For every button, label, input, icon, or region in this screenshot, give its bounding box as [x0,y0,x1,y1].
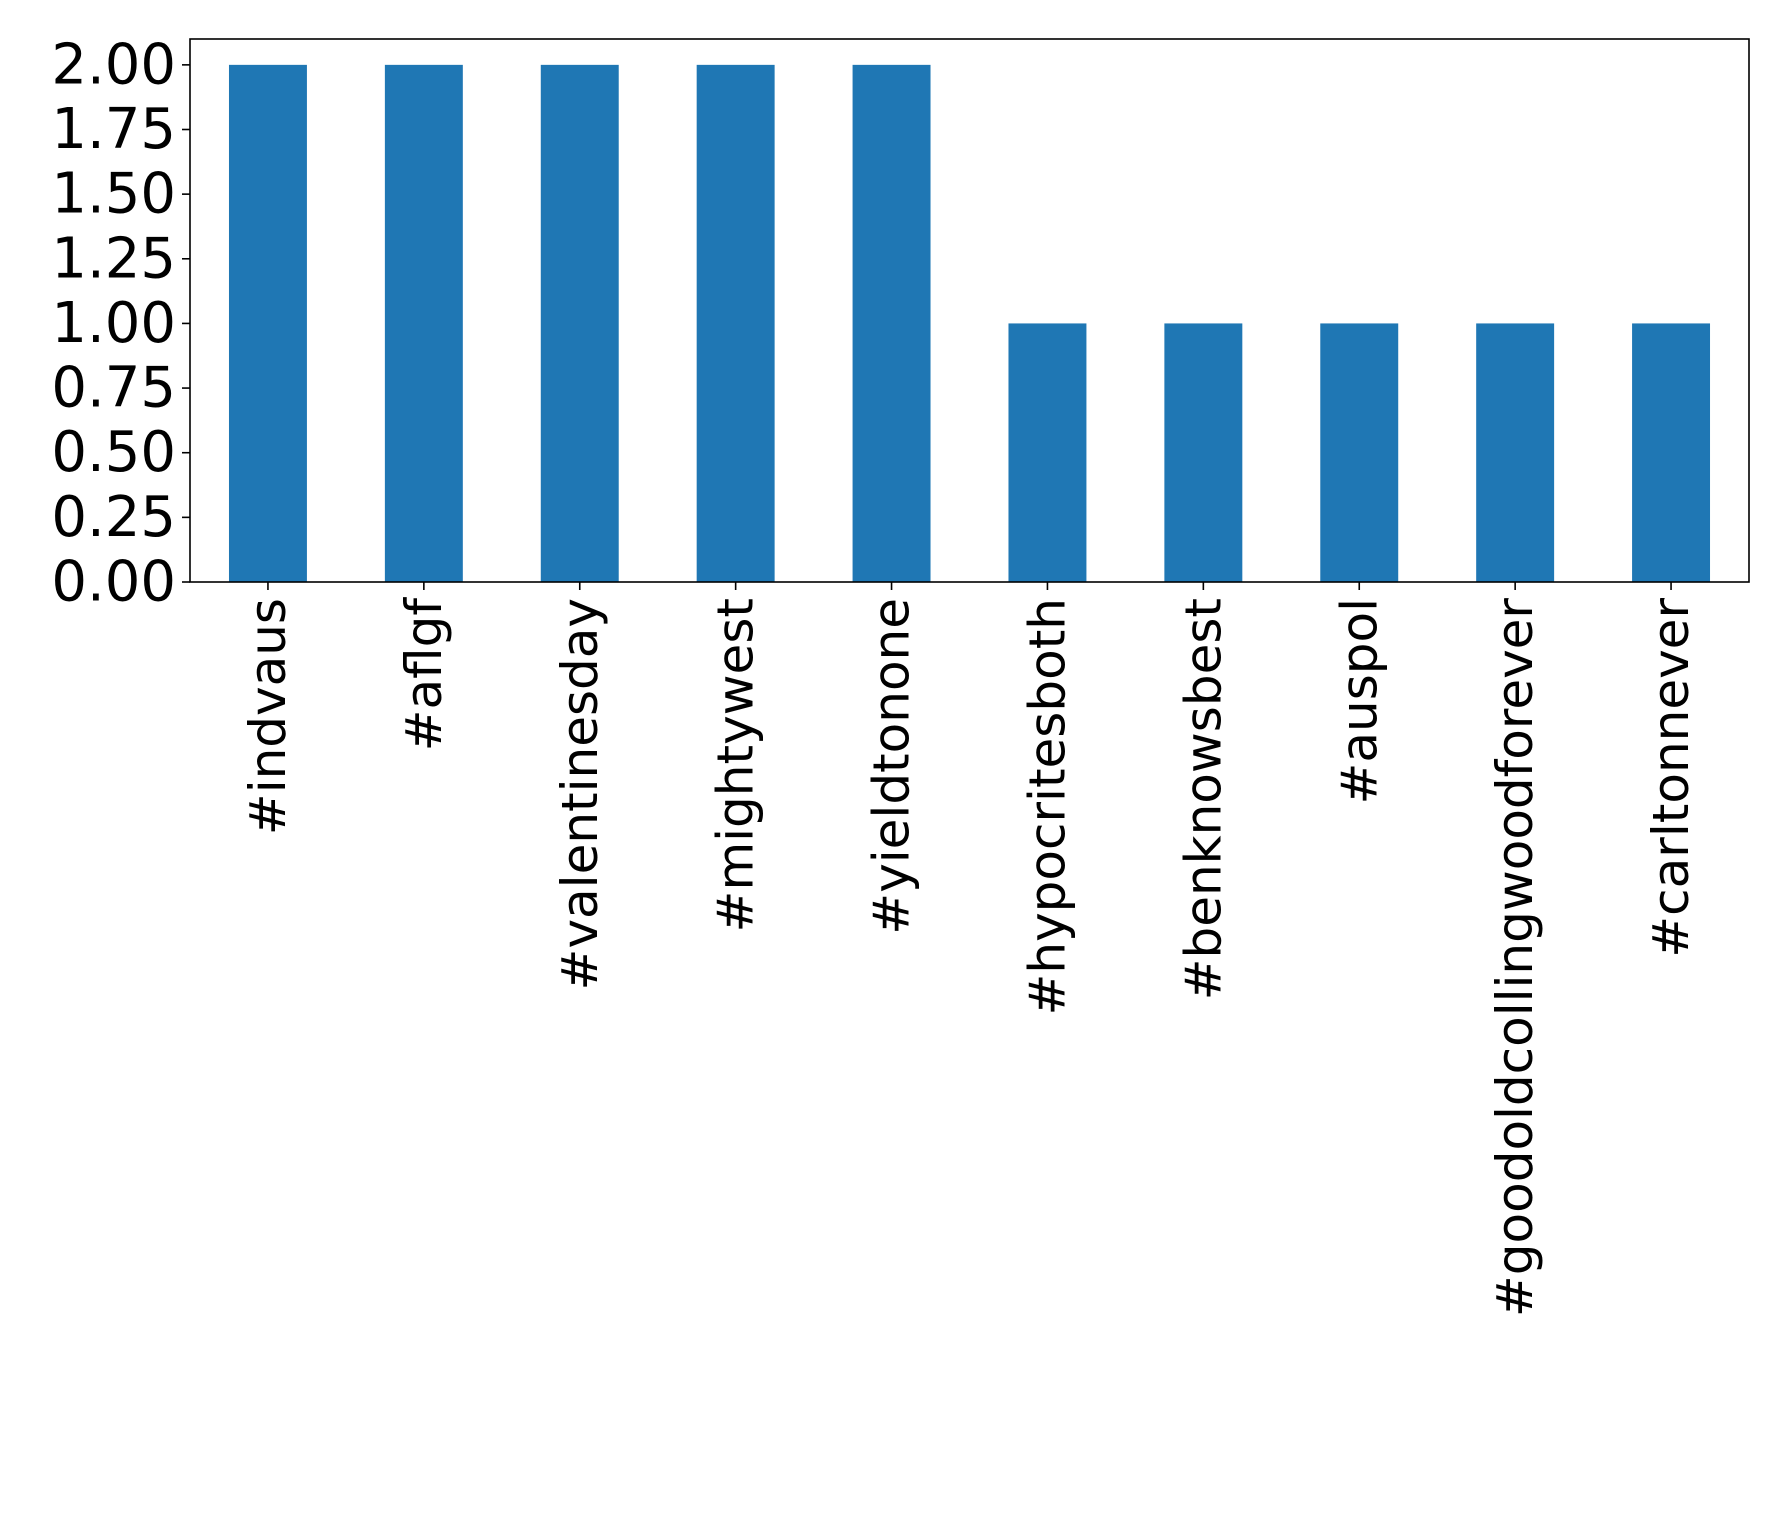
bar [1632,323,1711,582]
x-axis: #indvaus #aflgf #valentinesday #mightywest #… [239,582,1700,1317]
y-axis: 0.000.250.500.751.001.251.501.752.00 [51,32,190,615]
y-tick-label: 0.75 [51,356,176,421]
bar [384,64,463,583]
bar [1320,323,1399,582]
x-tick-label: #valentinesday [551,598,609,990]
y-tick-label: 0.25 [51,485,176,550]
y-tick-label: 0.50 [51,420,176,485]
x-tick-label: #hypocritesboth [1018,598,1076,1015]
x-tick-label: #goodoldcollingwoodforever [1486,598,1544,1318]
plot-frame [189,38,1750,583]
bar [228,64,307,583]
bar [852,64,931,583]
y-tick-label: 1.00 [51,291,176,356]
x-tick-label: #mightywest [707,598,765,932]
y-tick-label: 1.25 [51,226,176,291]
y-tick-label: 2.00 [51,32,176,97]
bar [1476,323,1555,582]
x-tick-label: #auspol [1330,598,1388,805]
bar [1008,323,1087,582]
x-tick-label: #yieldtonone [863,598,921,935]
y-tick-label: 1.50 [51,162,176,227]
x-tick-label: #indvaus [239,598,297,835]
x-tick-label: #benknowsbest [1174,598,1232,1000]
y-tick-label: 0.00 [51,550,176,615]
bars-group [228,64,1711,583]
y-tick-label: 1.75 [51,97,176,162]
x-tick-label: #aflgf [395,597,453,752]
bar [540,64,619,583]
bar [696,64,775,583]
bar [1164,323,1243,582]
x-tick-label: #carltonnever [1642,598,1700,958]
